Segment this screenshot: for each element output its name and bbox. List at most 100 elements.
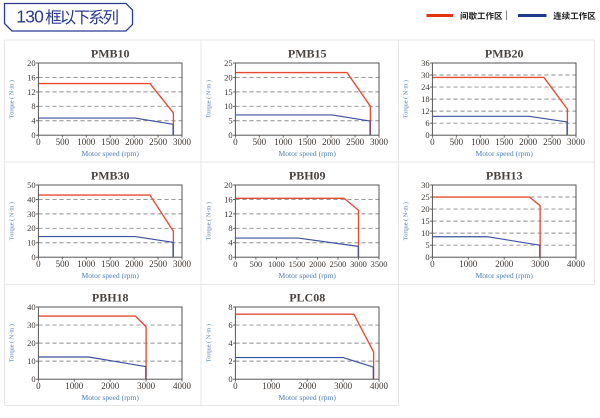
svg-text:12: 12: [421, 106, 430, 116]
svg-text:10: 10: [224, 101, 233, 111]
svg-text:PMB20: PMB20: [485, 47, 524, 61]
svg-text:0: 0: [425, 252, 429, 262]
svg-text:5: 5: [228, 116, 232, 126]
svg-text:Motor speed (rpm): Motor speed (rpm): [279, 393, 337, 402]
svg-text:6: 6: [425, 118, 429, 128]
svg-text:0: 0: [430, 259, 435, 269]
svg-text:16: 16: [224, 194, 233, 204]
svg-text:1500: 1500: [495, 137, 514, 147]
svg-text:1000: 1000: [268, 260, 285, 269]
svg-text:40: 40: [27, 194, 36, 204]
svg-text:1000: 1000: [471, 137, 490, 147]
svg-text:16: 16: [27, 72, 36, 82]
svg-text:0: 0: [36, 259, 41, 269]
svg-text:0: 0: [36, 381, 41, 391]
svg-text:18: 18: [421, 94, 430, 104]
svg-text:1500: 1500: [101, 137, 120, 147]
svg-text:30: 30: [421, 70, 430, 80]
svg-text:1500: 1500: [101, 259, 120, 269]
svg-text:24: 24: [421, 82, 430, 92]
svg-text:3000: 3000: [173, 259, 192, 269]
svg-text:2000: 2000: [309, 260, 326, 269]
svg-text:30: 30: [27, 320, 36, 330]
svg-text:3000: 3000: [370, 137, 389, 147]
svg-text:PMB15: PMB15: [288, 47, 327, 61]
svg-text:0: 0: [425, 130, 429, 140]
svg-text:30: 30: [27, 209, 36, 219]
svg-text:2000: 2000: [495, 259, 514, 269]
svg-text:3000: 3000: [173, 137, 192, 147]
svg-text:Motor speed (rpm): Motor speed (rpm): [279, 271, 337, 280]
svg-text:40: 40: [27, 302, 36, 312]
svg-text:Motor speed (rpm): Motor speed (rpm): [82, 149, 140, 158]
svg-text:0: 0: [228, 252, 232, 262]
svg-text:1000: 1000: [262, 381, 281, 391]
svg-text:25: 25: [224, 58, 233, 68]
svg-text:1000: 1000: [77, 259, 96, 269]
svg-text:3500: 3500: [371, 260, 388, 269]
svg-text:500: 500: [56, 137, 70, 147]
svg-text:20: 20: [224, 72, 233, 82]
svg-text:Motor speed (rpm): Motor speed (rpm): [476, 271, 534, 280]
svg-text:20: 20: [27, 223, 36, 233]
svg-text:2000: 2000: [519, 137, 538, 147]
svg-text:500: 500: [250, 260, 263, 269]
svg-text:Torque ( N·m ): Torque ( N·m ): [8, 324, 15, 362]
svg-text:3000: 3000: [334, 381, 353, 391]
svg-text:3000: 3000: [350, 260, 367, 269]
svg-text:PBH13: PBH13: [486, 169, 523, 183]
svg-text:10: 10: [27, 356, 36, 366]
svg-text:Motor speed (rpm): Motor speed (rpm): [82, 271, 140, 280]
svg-text:130: 130: [16, 7, 44, 27]
svg-text:10: 10: [421, 228, 430, 238]
svg-text:Motor speed (rpm): Motor speed (rpm): [82, 393, 140, 402]
svg-text:0: 0: [233, 381, 238, 391]
svg-text:50: 50: [27, 180, 36, 190]
svg-text:PMB30: PMB30: [91, 169, 130, 183]
svg-text:36: 36: [421, 58, 430, 68]
svg-text:2000: 2000: [125, 259, 144, 269]
svg-text:Torque ( N·m ): Torque ( N·m ): [8, 80, 15, 118]
svg-text:1000: 1000: [65, 381, 84, 391]
svg-text:12: 12: [224, 209, 233, 219]
svg-text:3000: 3000: [531, 259, 550, 269]
svg-text:3000: 3000: [137, 381, 156, 391]
svg-text:PLC08: PLC08: [289, 291, 325, 305]
svg-text:0: 0: [233, 260, 237, 269]
svg-text:20: 20: [421, 204, 430, 214]
svg-text:20: 20: [224, 180, 233, 190]
svg-text:4000: 4000: [370, 381, 389, 391]
svg-text:PBH18: PBH18: [92, 291, 129, 305]
svg-text:1500: 1500: [289, 260, 306, 269]
svg-text:Torque ( N·m ): Torque ( N·m ): [402, 80, 409, 118]
svg-text:Torque ( N·m ): Torque ( N·m ): [205, 324, 212, 362]
svg-text:0: 0: [430, 137, 435, 147]
svg-text:0: 0: [233, 137, 238, 147]
svg-text:0: 0: [31, 252, 35, 262]
svg-text:4000: 4000: [567, 259, 586, 269]
svg-text:4000: 4000: [173, 381, 192, 391]
svg-text:0: 0: [228, 130, 232, 140]
svg-text:PBH09: PBH09: [289, 169, 326, 183]
svg-text:0: 0: [31, 374, 35, 384]
svg-text:Motor speed (rpm): Motor speed (rpm): [279, 149, 337, 158]
svg-text:2000: 2000: [125, 137, 144, 147]
svg-text:Motor speed (rpm): Motor speed (rpm): [476, 149, 534, 158]
svg-text:4: 4: [228, 338, 233, 348]
svg-text:12: 12: [27, 87, 36, 97]
svg-text:1000: 1000: [274, 137, 293, 147]
svg-text:2500: 2500: [149, 259, 168, 269]
svg-text:3000: 3000: [567, 137, 586, 147]
svg-text:4: 4: [228, 238, 233, 248]
svg-text:1500: 1500: [298, 137, 317, 147]
svg-text:2000: 2000: [322, 137, 341, 147]
svg-text:0: 0: [31, 130, 35, 140]
svg-text:0: 0: [36, 137, 41, 147]
svg-text:6: 6: [228, 320, 232, 330]
svg-text:1000: 1000: [77, 137, 96, 147]
svg-text:2500: 2500: [543, 137, 562, 147]
svg-text:500: 500: [56, 259, 70, 269]
svg-text:1000: 1000: [459, 259, 478, 269]
svg-text:PMB10: PMB10: [91, 47, 130, 61]
svg-text:2000: 2000: [298, 381, 317, 391]
